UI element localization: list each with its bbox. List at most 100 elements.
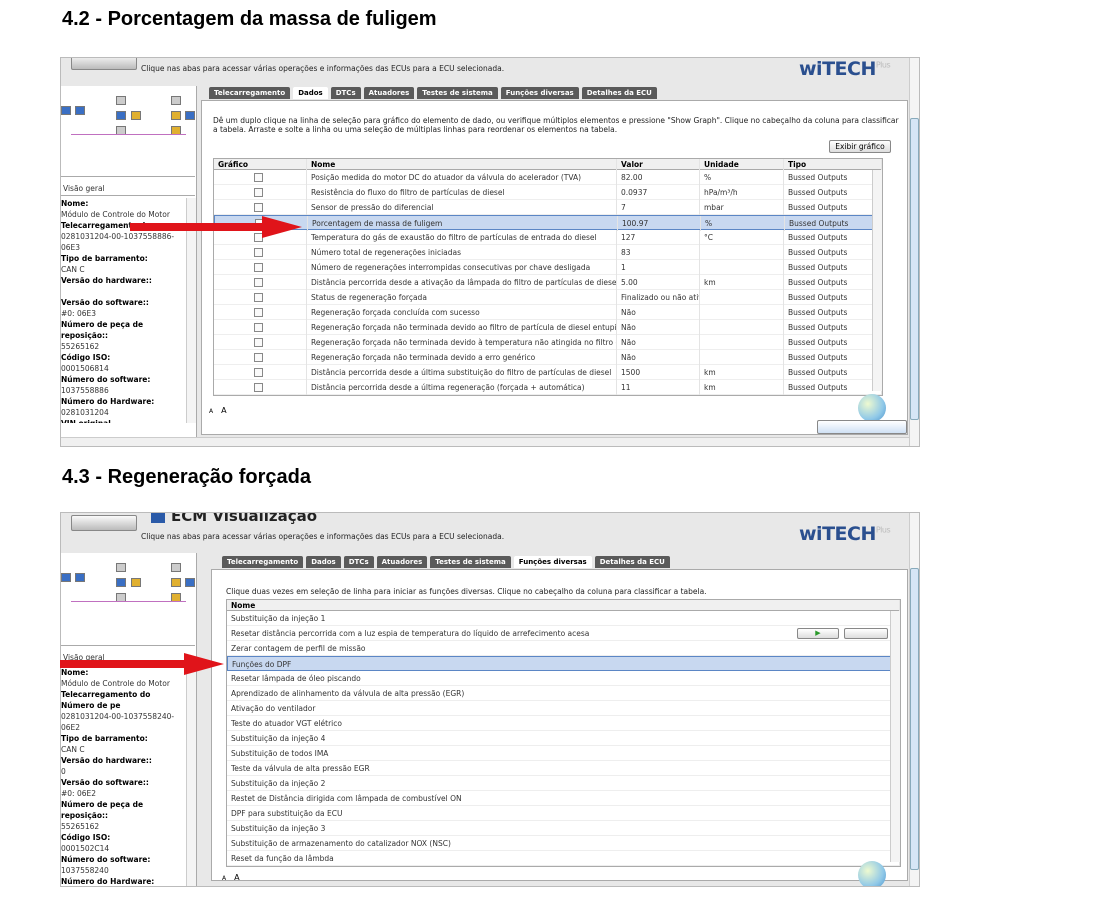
checkbox-cell [214, 305, 307, 320]
ecu-node [75, 573, 85, 582]
table-row[interactable]: Resetar lâmpada de óleo piscando [227, 671, 900, 686]
tab[interactable]: Telecarregamento [209, 87, 291, 99]
table-row[interactable]: Resetar distância percorrida com a luz e… [227, 626, 900, 641]
table-row[interactable]: Porcentagem de massa de fuligem 100.97% Bu… [214, 215, 882, 231]
checkbox[interactable] [254, 233, 263, 242]
checkbox[interactable] [254, 278, 263, 287]
checkbox-cell [214, 380, 307, 395]
checkbox[interactable] [255, 219, 264, 228]
checkbox[interactable] [254, 188, 263, 197]
column-header[interactable]: Unidade [700, 159, 784, 170]
table-row[interactable]: Regeneração forçada não terminada devido… [214, 335, 882, 350]
table-row[interactable]: Funções do DPF [227, 656, 900, 671]
window-icon [151, 513, 165, 523]
table-row[interactable]: Sensor de pressão do diferencial 7 mbar Bus… [214, 200, 882, 215]
nav-buttons[interactable] [71, 58, 137, 70]
checkbox[interactable] [254, 338, 263, 347]
table-row[interactable]: Substituição da injeção 3 [227, 821, 900, 836]
table-row[interactable]: Ativação do ventilador [227, 701, 900, 716]
table-cell: Distância percorrida desde a última rege… [307, 380, 617, 395]
tab[interactable]: Dados [306, 556, 341, 568]
checkbox[interactable] [254, 368, 263, 377]
tab[interactable]: Funções diversas [500, 87, 579, 99]
column-header[interactable]: Tipo [784, 159, 882, 170]
checkbox[interactable] [254, 353, 263, 362]
table-cell: Resetar lâmpada de óleo piscando [227, 671, 900, 686]
table-row[interactable]: DPF para substituição da ECU [227, 806, 900, 821]
tab[interactable]: Telecarregamento [222, 556, 304, 568]
table-row[interactable]: Regeneração forçada não terminada devido… [214, 350, 882, 365]
tab[interactable]: Testes de sistema [417, 87, 498, 99]
tab[interactable]: Detalhes da ECU [581, 87, 657, 99]
table-row[interactable]: Distância percorrida desde a última rege… [214, 380, 882, 395]
tab[interactable]: Dados [293, 87, 328, 99]
table-row[interactable]: Número total de regenerações iniciadas 83… [214, 245, 882, 260]
table-row[interactable]: Substituição de todos IMA [227, 746, 900, 761]
checkbox[interactable] [254, 263, 263, 272]
table-row[interactable]: Número de regenerações interrompidas con… [214, 260, 882, 275]
table-row[interactable]: Restet de Distância dirigida com lâmpada… [227, 791, 900, 806]
info-scrollbar [186, 198, 196, 423]
table-row[interactable]: Substituição da injeção 2 [227, 776, 900, 791]
table-row[interactable]: Aprendizado de alinhamento da válvula de… [227, 686, 900, 701]
table-cell: Sensor de pressão do diferencial [307, 200, 617, 215]
table-row[interactable]: Distância percorrida desde a ativação da… [214, 275, 882, 290]
checkbox[interactable] [254, 203, 263, 212]
table-row[interactable]: Regeneração forçada concluída com sucess… [214, 305, 882, 320]
table-row[interactable]: Resistência do fluxo do filtro de partíc… [214, 185, 882, 200]
table-row[interactable]: Zerar contagem de perfil de missão [227, 641, 900, 656]
checkbox[interactable] [254, 308, 263, 317]
empty-cell [700, 290, 784, 305]
table-row[interactable]: Distância percorrida desde a última subs… [214, 365, 882, 380]
info-label: Número do Hardware: [61, 397, 155, 406]
font-size-button[interactable]: A [222, 875, 227, 882]
checkbox[interactable] [254, 383, 263, 392]
checkbox[interactable] [254, 173, 263, 182]
checkbox[interactable] [254, 323, 263, 332]
table-cell: % [701, 216, 785, 231]
stop-button[interactable] [844, 628, 888, 639]
tab[interactable]: Testes de sistema [430, 556, 511, 568]
table-row[interactable]: Status de regeneração forçada Finalizado … [214, 290, 882, 305]
info-value: CAN C [61, 745, 85, 754]
column-header[interactable]: Valor [617, 159, 700, 170]
table-row[interactable]: Teste da válvula de alta pressão EGR [227, 761, 900, 776]
table-row[interactable]: Temperatura do gás de exaustão do filtro… [214, 230, 882, 245]
column-header[interactable]: Nome [307, 159, 617, 170]
info-value: 55265162 [61, 342, 100, 351]
font-size-button[interactable]: A [221, 406, 227, 415]
column-header[interactable]: Gráfico [214, 159, 307, 170]
tab[interactable]: DTCs [343, 556, 374, 568]
tab[interactable]: DTCs [330, 87, 361, 99]
table-row[interactable]: Posição medida do motor DC do atuador da… [214, 170, 882, 185]
screenshot: Clique nas abas para acessar várias oper… [60, 57, 920, 447]
font-size-button[interactable]: A [209, 408, 214, 415]
table-row[interactable]: Reset da função da lâmbda [227, 851, 900, 866]
toolbar[interactable] [817, 420, 907, 434]
run-button[interactable]: ▶ [797, 628, 839, 639]
checkbox[interactable] [254, 248, 263, 257]
hint-text: Clique nas abas para acessar várias oper… [141, 532, 505, 541]
tab[interactable]: Detalhes da ECU [594, 556, 670, 568]
table-cell: Regeneração forçada não terminada devido… [307, 320, 617, 335]
table-cell: Substituição da injeção 4 [227, 731, 900, 746]
info-value: 0001502C14 [61, 844, 110, 853]
checkbox[interactable] [254, 293, 263, 302]
table-cell: Porcentagem de massa de fuligem [308, 216, 618, 231]
show-graph-button[interactable]: Exibir gráfico [829, 140, 891, 153]
table-row[interactable]: Substituição da injeção 1 [227, 611, 900, 626]
table-row[interactable]: Teste do atuador VGT elétrico [227, 716, 900, 731]
checkbox-cell [214, 245, 307, 260]
tab[interactable]: Funções diversas [513, 556, 592, 568]
tab[interactable]: Atuadores [376, 556, 428, 568]
info-value: 55265162 [61, 822, 100, 831]
font-size-button[interactable]: A [234, 873, 240, 882]
column-header[interactable]: Nome [227, 600, 900, 611]
nav-buttons[interactable] [71, 515, 137, 531]
info-label: Telecarregamento do Número de pe [61, 690, 151, 710]
tab[interactable]: Atuadores [363, 87, 415, 99]
table-row[interactable]: Substituição da injeção 4 [227, 731, 900, 746]
table-row[interactable]: Substituição de armazenamento do cataliz… [227, 836, 900, 851]
table-cell: Bussed Outputs [784, 320, 882, 335]
table-row[interactable]: Regeneração forçada não terminada devido… [214, 320, 882, 335]
